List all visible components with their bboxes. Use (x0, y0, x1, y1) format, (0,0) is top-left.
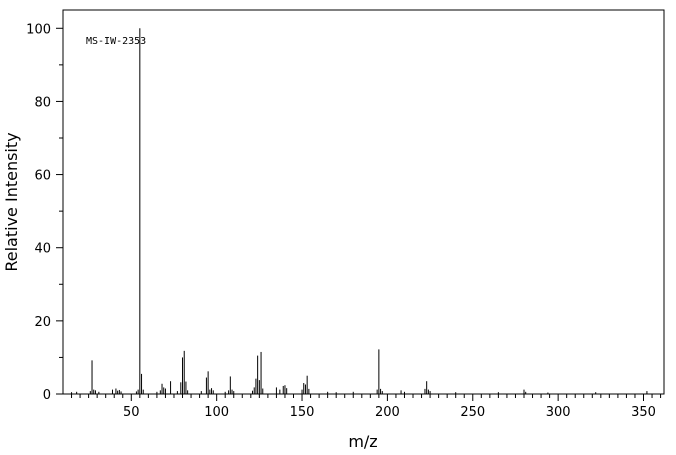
x-tick-label: 200 (375, 405, 400, 420)
x-axis-ticks: 50 100 150 200 250 300 350 (71, 394, 662, 420)
spectrum-id-annotation: MS-IW-2353 (86, 36, 146, 47)
y-axis-ticks: 0 20 40 60 80 100 (26, 22, 63, 403)
x-tick-label: 150 (290, 405, 315, 420)
x-tick-label: 100 (204, 405, 229, 420)
y-tick-label: 80 (34, 95, 51, 110)
plot-frame (62, 9, 665, 395)
x-tick-label: 50 (123, 405, 140, 420)
x-axis-label: m/z (348, 432, 377, 451)
y-axis-label: Relative Intensity (2, 132, 21, 271)
x-tick-label: 250 (460, 405, 485, 420)
y-tick-label: 40 (34, 242, 51, 257)
y-tick-label: 20 (34, 315, 51, 330)
y-tick-label: 60 (34, 169, 51, 184)
x-tick-label: 350 (631, 405, 656, 420)
peak-bars (71, 28, 648, 394)
y-tick-label: 100 (26, 22, 51, 37)
y-tick-label: 0 (43, 388, 51, 403)
x-tick-label: 300 (546, 405, 571, 420)
